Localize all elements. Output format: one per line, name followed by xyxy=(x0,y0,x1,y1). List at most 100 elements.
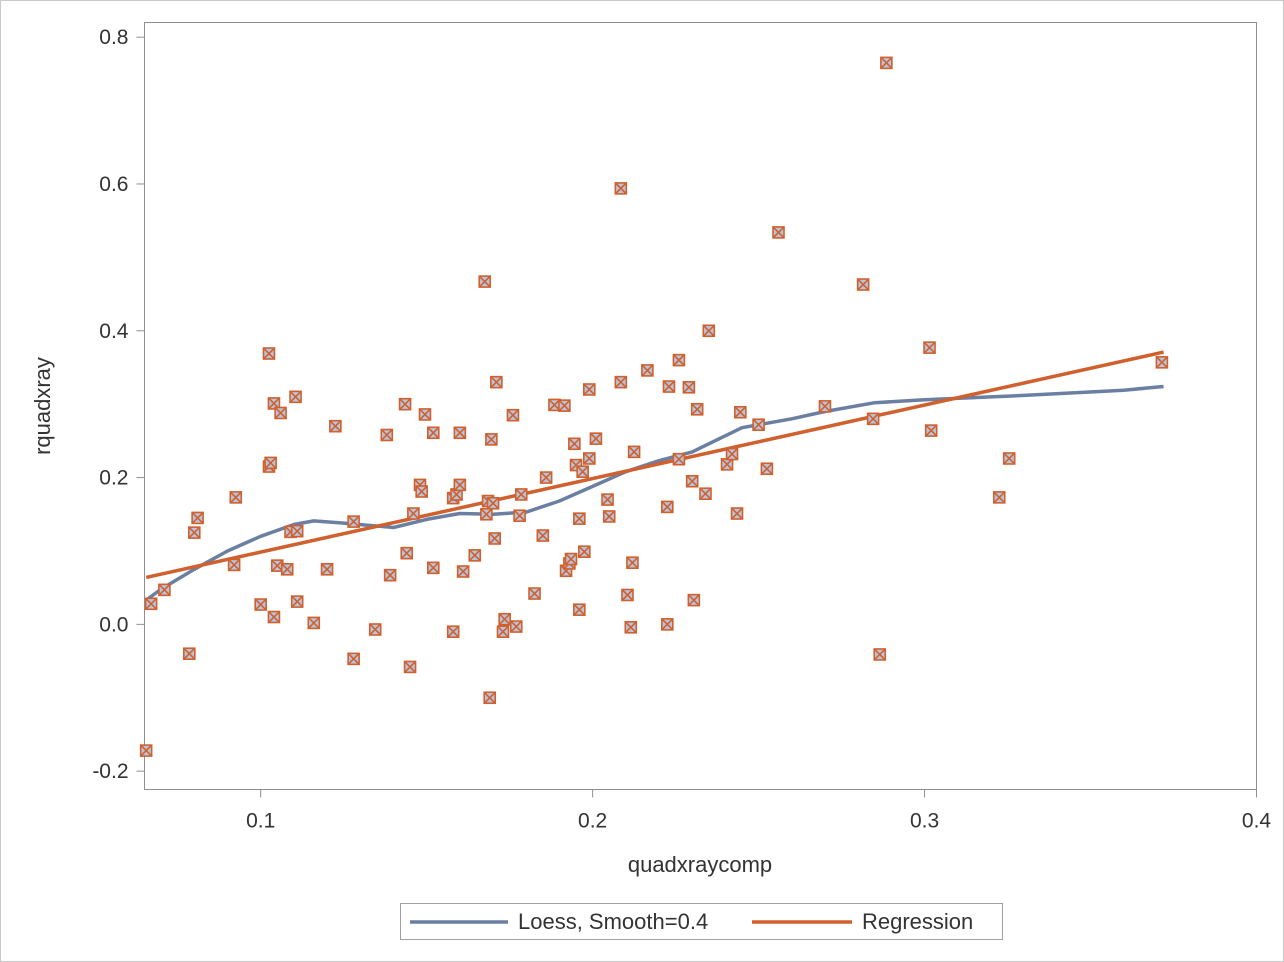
data-point-8 xyxy=(254,598,267,611)
data-point-30 xyxy=(400,546,414,560)
data-point-63 xyxy=(558,399,571,412)
data-point-29 xyxy=(398,397,412,411)
data-point-46 xyxy=(480,507,493,521)
data-point-78 xyxy=(614,375,628,389)
data-point-67 xyxy=(568,437,581,451)
data-point-102 xyxy=(772,226,785,239)
data-point-88 xyxy=(672,353,686,367)
data-point-96 xyxy=(720,458,734,471)
data-point-77 xyxy=(602,510,616,523)
data-point-81 xyxy=(624,620,638,634)
data-point-21 xyxy=(307,616,321,630)
data-point-19 xyxy=(290,524,304,538)
legend-label-regression: Regression xyxy=(862,909,973,934)
series-line-1 xyxy=(145,350,1164,580)
data-point-61 xyxy=(539,471,553,484)
data-point-79 xyxy=(614,182,628,195)
data-point-55 xyxy=(506,408,520,422)
data-point-111 xyxy=(1002,452,1016,465)
data-point-82 xyxy=(626,556,639,570)
data-point-54 xyxy=(498,612,511,626)
data-point-98 xyxy=(730,507,744,520)
axis-ticks: 0.1 0.2 0.3 0.4 -0.2 0.0 0.2 0.4 0.6 0.8 xyxy=(92,26,1271,832)
data-point-37 xyxy=(426,561,440,575)
data-point-97 xyxy=(725,447,739,461)
x-axis-label: quadxraycomp xyxy=(628,852,772,877)
data-point-95 xyxy=(702,324,716,338)
data-point-106 xyxy=(873,648,887,661)
legend-label-loess: Loess, Smooth=0.4 xyxy=(518,909,708,934)
data-point-76 xyxy=(601,493,614,506)
data-point-38 xyxy=(446,625,460,638)
data-point-15 xyxy=(274,406,287,420)
x-tick-label-0: 0.1 xyxy=(246,810,275,833)
data-point-80 xyxy=(621,588,634,602)
data-point-93 xyxy=(690,403,704,416)
data-point-75 xyxy=(589,432,603,445)
data-point-7 xyxy=(229,491,243,504)
data-point-74 xyxy=(582,383,596,396)
data-point-44 xyxy=(468,549,482,562)
data-point-0 xyxy=(139,744,153,757)
fit-lines xyxy=(145,350,1164,602)
data-point-49 xyxy=(485,433,498,446)
data-point-91 xyxy=(685,474,699,488)
data-point-109 xyxy=(924,424,938,437)
y-tick-label-2: 0.2 xyxy=(99,467,128,490)
data-point-89 xyxy=(672,452,686,466)
data-point-41 xyxy=(453,478,467,492)
data-point-59 xyxy=(528,587,541,600)
data-point-32 xyxy=(407,507,420,520)
data-point-60 xyxy=(536,529,550,542)
data-point-35 xyxy=(418,408,432,421)
data-point-83 xyxy=(627,445,641,459)
data-point-92 xyxy=(687,593,701,607)
data-point-24 xyxy=(347,652,360,666)
data-point-25 xyxy=(347,515,360,528)
data-point-50 xyxy=(486,496,500,510)
x-tick-label-3: 0.4 xyxy=(1242,810,1272,833)
data-point-56 xyxy=(509,620,523,633)
y-tick-label-4: 0.6 xyxy=(99,173,128,196)
data-point-68 xyxy=(569,458,583,472)
series-line-0 xyxy=(145,384,1164,602)
data-point-3 xyxy=(183,647,196,661)
data-point-23 xyxy=(329,419,342,433)
y-tick-label-1: 0.0 xyxy=(99,613,128,636)
data-point-16 xyxy=(280,563,294,576)
data-point-13 xyxy=(267,610,281,624)
data-point-20 xyxy=(290,595,304,608)
data-point-26 xyxy=(368,623,382,636)
x-tick-label-1: 0.2 xyxy=(578,810,607,833)
data-point-69 xyxy=(573,512,586,525)
data-point-73 xyxy=(582,452,596,465)
data-point-72 xyxy=(578,545,591,558)
data-point-10 xyxy=(264,456,277,470)
data-point-112 xyxy=(1155,356,1169,369)
data-point-5 xyxy=(191,511,204,525)
x-tick-label-2: 0.3 xyxy=(910,810,939,833)
data-point-11 xyxy=(262,347,276,360)
data-point-34 xyxy=(415,485,428,498)
data-point-104 xyxy=(856,278,870,291)
data-point-100 xyxy=(752,418,765,432)
data-point-1 xyxy=(144,597,158,611)
data-point-71 xyxy=(576,465,589,478)
data-point-27 xyxy=(380,428,394,442)
data-point-107 xyxy=(880,56,893,70)
data-point-6 xyxy=(227,558,241,572)
legend: Loess, Smooth=0.4 Regression xyxy=(400,903,1003,940)
data-point-105 xyxy=(866,412,880,426)
data-point-22 xyxy=(320,563,334,576)
data-point-51 xyxy=(488,532,501,545)
data-point-42 xyxy=(453,426,467,440)
data-point-85 xyxy=(661,618,674,631)
data-point-18 xyxy=(289,390,302,404)
data-point-31 xyxy=(403,660,417,674)
y-tick-label-3: 0.4 xyxy=(99,320,129,343)
data-point-94 xyxy=(699,487,712,501)
data-point-4 xyxy=(187,526,201,539)
data-points xyxy=(139,56,1169,757)
data-point-58 xyxy=(514,488,528,501)
